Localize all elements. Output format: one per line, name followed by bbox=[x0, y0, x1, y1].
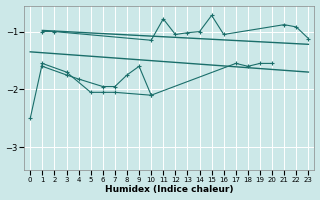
X-axis label: Humidex (Indice chaleur): Humidex (Indice chaleur) bbox=[105, 185, 234, 194]
